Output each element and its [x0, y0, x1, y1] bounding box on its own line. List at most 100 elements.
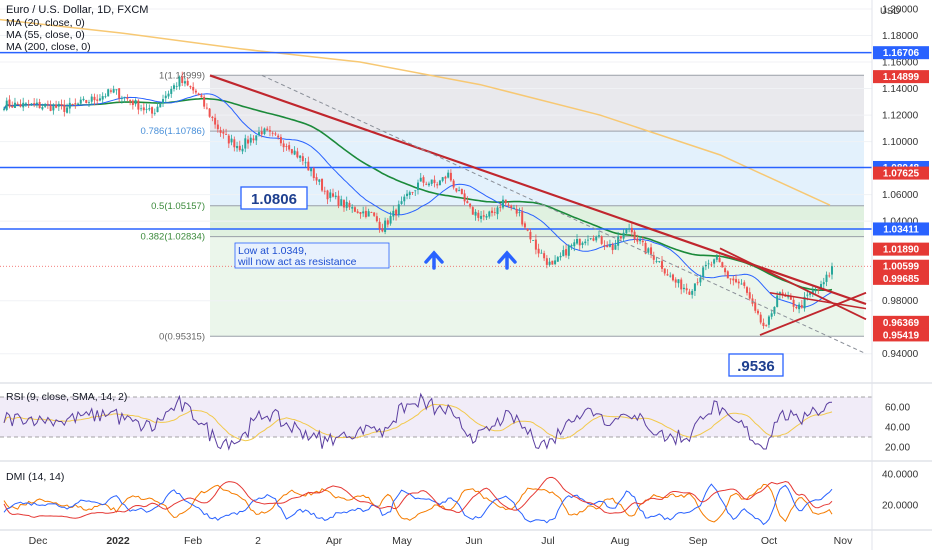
candle-body [438, 180, 441, 186]
wedge-lower-line [759, 291, 867, 336]
candle-body [633, 231, 636, 240]
ma-legend-label: MA (200, close, 0) [6, 41, 91, 53]
candle-body [263, 128, 266, 135]
candle-body [189, 86, 192, 88]
x-tick-label: 2 [255, 535, 261, 547]
candle-body [183, 81, 186, 84]
candle-body [789, 295, 792, 300]
ma-legend-label: MA (20, close, 0) [6, 17, 85, 29]
candle-body [523, 223, 526, 228]
y-tick-label: 1.18000 [882, 31, 919, 42]
candle-body [595, 236, 598, 241]
candle-body [611, 244, 614, 251]
candle-body [419, 177, 422, 182]
candle-body [455, 188, 458, 192]
candle-body [661, 261, 664, 269]
candle-body [392, 210, 395, 217]
candle-body [754, 302, 757, 311]
candle-body [693, 283, 696, 291]
candle-body [60, 104, 63, 106]
candle-body [49, 105, 52, 111]
candle-body [255, 135, 258, 141]
candle-body [828, 275, 831, 277]
candle-body [603, 245, 606, 247]
candle-body [803, 296, 806, 309]
candle-body [16, 103, 19, 105]
candle-body [192, 86, 195, 91]
candle-body [142, 107, 145, 111]
ma200-line [0, 18, 831, 206]
candle-body [756, 310, 759, 314]
candle-body [109, 90, 112, 92]
candle-body [178, 76, 181, 87]
candle-body [66, 107, 69, 113]
y-tick-label: 0.98000 [882, 296, 919, 307]
candle-body [584, 241, 587, 244]
candle-body [773, 306, 776, 314]
candle-body [107, 89, 110, 97]
candle-body [41, 106, 44, 110]
candle-body [597, 235, 600, 237]
candle-body [236, 145, 239, 149]
candle-body [87, 102, 90, 104]
candle-body [126, 97, 129, 99]
candle-body [737, 281, 740, 284]
y-tick-label: 1.20000 [882, 5, 919, 16]
candle-body [471, 207, 474, 215]
candle-body [658, 261, 661, 262]
candle-body [606, 245, 609, 248]
candle-body [537, 248, 540, 254]
candle-body [203, 96, 206, 107]
candle-body [381, 228, 384, 232]
candle-body [759, 314, 762, 323]
candle-body [120, 97, 123, 99]
candle-body [526, 228, 529, 231]
candle-body [510, 205, 513, 208]
price-tag-text: 1.01890 [883, 245, 920, 256]
candle-body [205, 107, 208, 109]
rsi-y-tick: 60.00 [885, 403, 910, 414]
level-box-1-text: 1.0806 [251, 191, 297, 208]
fib-label: 0.382(1.02834) [141, 232, 205, 243]
candle-body [153, 112, 156, 114]
candle-body [400, 201, 403, 204]
candle-body [534, 239, 537, 250]
y-tick-label: 1.10000 [882, 137, 919, 148]
candle-body [573, 242, 576, 247]
note-line-1: Low at 1.0349, [238, 245, 307, 257]
candle-body [52, 105, 55, 111]
candle-body [175, 85, 178, 87]
candle-body [565, 249, 568, 256]
candle-body [625, 228, 628, 234]
level-box-2 [728, 353, 784, 377]
candle-body [268, 130, 271, 132]
candle-body [677, 279, 680, 284]
candle-body [792, 299, 795, 307]
candle-body [655, 260, 658, 262]
up-arrow-icon [497, 250, 517, 270]
candle-body [628, 228, 631, 230]
dashed-channel-line [261, 74, 867, 355]
candle-body [430, 179, 433, 184]
x-tick-label: 2022 [106, 535, 130, 547]
candle-body [312, 168, 315, 179]
candle-body [123, 96, 126, 98]
candle-body [460, 188, 463, 195]
candle-body [688, 291, 691, 295]
price-tag-text: 0.95419 [883, 330, 920, 341]
rsi-y-tick: 40.00 [885, 423, 910, 434]
candle-body [129, 100, 132, 102]
candle-body [639, 239, 642, 242]
candle-body [3, 109, 5, 110]
candle-body [386, 220, 389, 225]
candle-body [559, 255, 562, 258]
candle-body [674, 279, 677, 283]
candle-body [197, 93, 200, 96]
candle-body [93, 96, 96, 101]
candle-body [222, 131, 225, 134]
candle-body [85, 100, 88, 104]
level-box-1 [240, 186, 308, 210]
candle-body [540, 252, 543, 254]
candle-body [589, 238, 592, 240]
